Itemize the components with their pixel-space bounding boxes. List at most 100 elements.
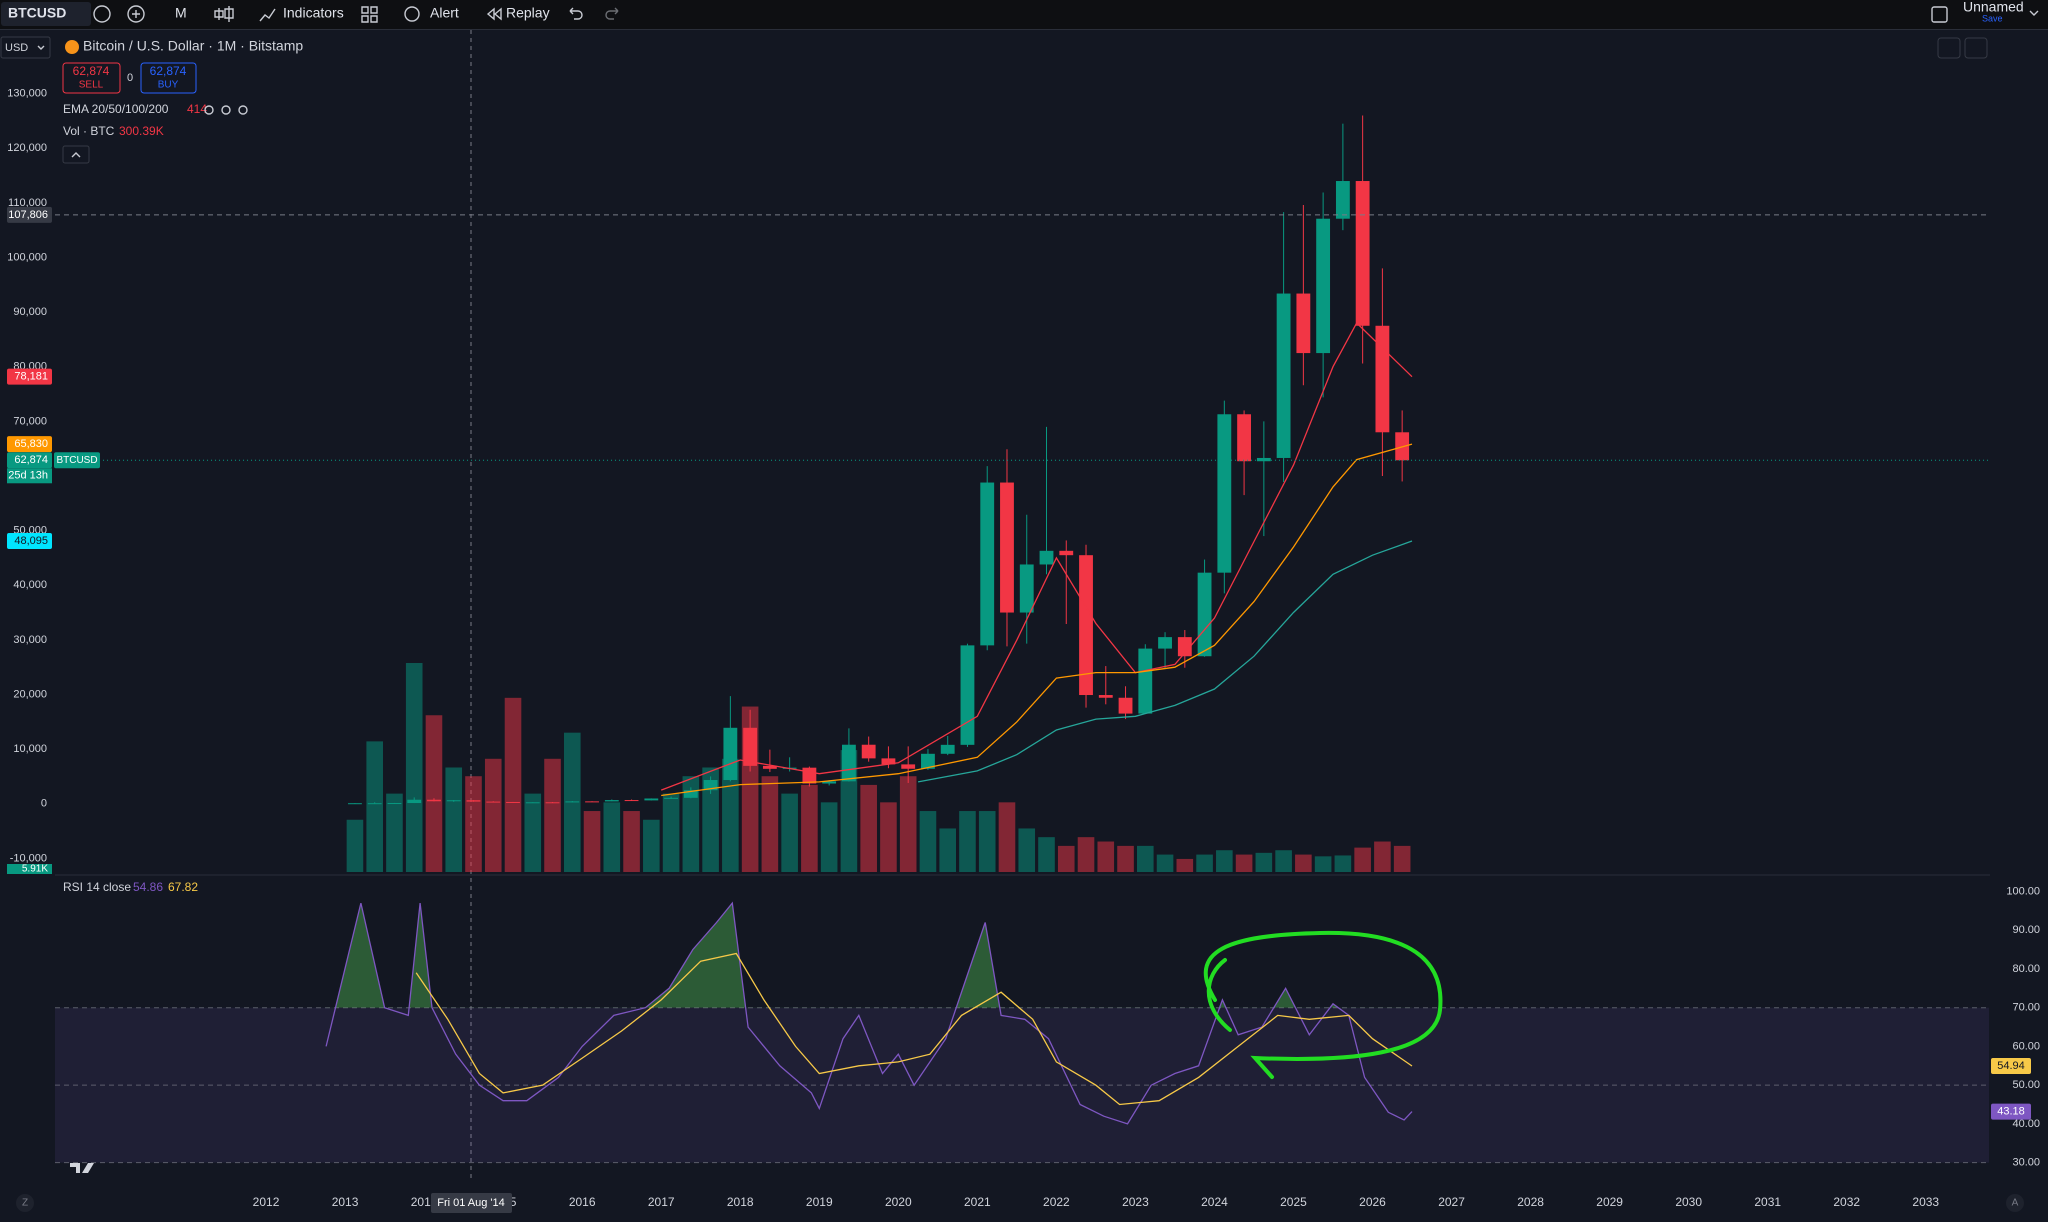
indicators-icon[interactable] xyxy=(259,8,276,22)
rsi-badge-label: 43.18 xyxy=(1997,1105,2025,1117)
y-tick-label: 100,000 xyxy=(7,251,47,263)
corner-left[interactable]: Z xyxy=(22,1198,28,1209)
scroll-button[interactable] xyxy=(1937,37,1961,59)
alert-icon[interactable] xyxy=(404,6,420,22)
x-tick-label: 2022 xyxy=(1043,1195,1070,1209)
volume-bar xyxy=(1374,841,1391,872)
candle-body xyxy=(427,799,441,802)
currency-box[interactable] xyxy=(0,36,51,59)
redo-icon[interactable] xyxy=(605,7,619,20)
volume-bar xyxy=(643,819,660,872)
volume-bar xyxy=(386,793,403,872)
symbol[interactable]: BTCUSD xyxy=(8,5,66,21)
y-tick-label: 0 xyxy=(41,798,47,810)
volume-bar xyxy=(1176,858,1194,872)
price-badge-label: 107,806 xyxy=(8,209,48,221)
ema-line xyxy=(661,443,1413,797)
symbol-tag xyxy=(54,452,100,469)
corner-button[interactable] xyxy=(2006,1194,2024,1212)
candle-body xyxy=(940,744,955,754)
x-tick-label: 2032 xyxy=(1833,1195,1860,1209)
volume-bar xyxy=(820,802,838,872)
corner-right[interactable]: A xyxy=(2012,1198,2019,1209)
currency[interactable]: USD xyxy=(5,42,28,54)
candle-body xyxy=(1138,648,1153,714)
time-axis: Z A 201220132014201520162017201820192020… xyxy=(0,1182,2048,1222)
undo-icon[interactable] xyxy=(569,7,583,20)
ema-hide-icon[interactable] xyxy=(204,105,214,115)
candle-body xyxy=(1059,550,1074,556)
replay-button[interactable]: Replay xyxy=(506,5,550,21)
replay-icon[interactable] xyxy=(486,7,502,21)
y-tick-label: 40,000 xyxy=(13,579,47,591)
ema-hide-icon[interactable] xyxy=(238,105,248,115)
candle-body xyxy=(1000,482,1014,613)
interval[interactable]: M xyxy=(175,5,187,21)
symbol-box[interactable] xyxy=(1,2,91,26)
sell-label[interactable]: SELL xyxy=(79,80,104,91)
candle-body xyxy=(1039,550,1054,565)
indicators-button[interactable]: Indicators xyxy=(283,5,344,21)
bitcoin-icon xyxy=(65,40,79,54)
candle-body xyxy=(762,765,777,769)
y-tick-label: 10,000 xyxy=(13,743,47,755)
buy-box[interactable] xyxy=(140,62,197,94)
rsi-title: RSI 14 close xyxy=(63,880,131,894)
volume-bar xyxy=(524,793,542,872)
price-badge xyxy=(7,533,52,550)
candle-body xyxy=(1158,637,1172,649)
x-tick-label: 2026 xyxy=(1359,1195,1386,1209)
candle-body xyxy=(881,758,896,765)
sell-box[interactable] xyxy=(62,62,121,94)
candle-body xyxy=(980,482,995,646)
price-badge xyxy=(7,206,52,223)
buy-price[interactable]: 62,874 xyxy=(150,64,187,78)
volume-bar xyxy=(544,758,561,872)
price-badge-label: 48,095 xyxy=(14,535,48,547)
layout-checkbox[interactable] xyxy=(1931,6,1948,23)
alert-button[interactable]: Alert xyxy=(430,5,459,21)
volume-bar xyxy=(1295,854,1312,872)
candle-body xyxy=(1079,555,1093,696)
candle-body xyxy=(723,727,738,781)
rsi-tick-label: 60.00 xyxy=(2012,1040,2040,1052)
chart-type-icon[interactable] xyxy=(214,6,234,22)
save-label[interactable]: Save xyxy=(1982,13,2003,23)
candle-body xyxy=(486,801,501,803)
price-badge-label: 78,181 xyxy=(14,371,48,383)
layout-name[interactable]: Unnamed xyxy=(1963,0,2024,15)
rsi-tick-label: 80.00 xyxy=(2012,963,2040,975)
buy-label[interactable]: BUY xyxy=(158,80,179,91)
x-tick-label: 2020 xyxy=(885,1195,912,1209)
sell-price[interactable]: 62,874 xyxy=(73,64,110,78)
templates-icon[interactable] xyxy=(361,6,378,23)
collapse-button[interactable] xyxy=(62,145,90,164)
candle-body xyxy=(921,753,935,769)
compare-icon[interactable] xyxy=(93,5,111,23)
rsi-tick-label: 70.00 xyxy=(2012,1002,2040,1014)
volume-bar xyxy=(1255,852,1273,872)
y-tick-label: 70,000 xyxy=(13,415,47,427)
x-tick-label: 2019 xyxy=(806,1195,833,1209)
y-tick-label: 90,000 xyxy=(13,306,47,318)
volume-bar xyxy=(998,802,1016,872)
volume-bar xyxy=(425,715,443,872)
collapse-icon xyxy=(71,152,81,158)
candle-body xyxy=(960,645,975,745)
ema-hide-icon[interactable] xyxy=(221,105,231,115)
candle-body xyxy=(1217,414,1232,573)
candle-body xyxy=(446,800,461,802)
volume-bar xyxy=(1354,847,1371,872)
rsi-tick-label: 50.00 xyxy=(2012,1079,2040,1091)
candle-body xyxy=(703,780,718,791)
layout-menu[interactable] xyxy=(2029,10,2039,16)
fullscreen-button[interactable] xyxy=(1964,37,1988,59)
volume-bar xyxy=(623,811,640,872)
corner-button[interactable] xyxy=(16,1194,34,1212)
add-icon[interactable] xyxy=(127,5,145,23)
candle-body xyxy=(841,744,856,782)
candle-body xyxy=(506,801,520,803)
volume-bar xyxy=(801,784,818,872)
x-tick-label: 2027 xyxy=(1438,1195,1465,1209)
volume-bar xyxy=(1334,855,1352,872)
